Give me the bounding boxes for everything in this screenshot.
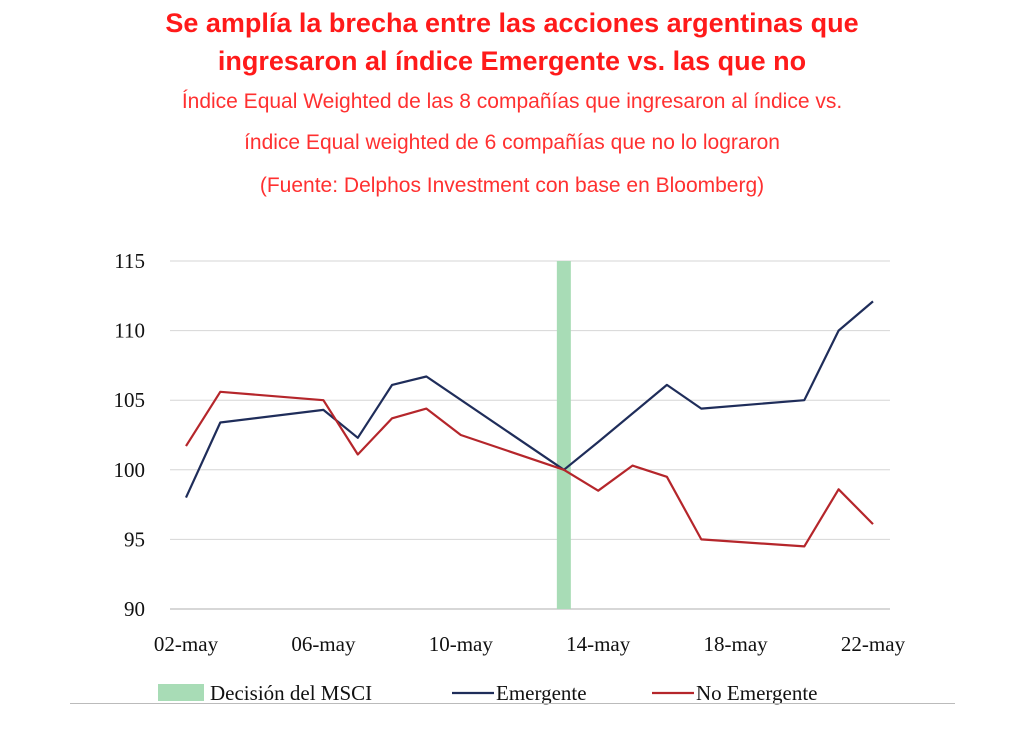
y-tick-label: 100 [114, 458, 146, 482]
x-tick-label: 10-may [429, 632, 494, 656]
legend-label-no-emergente: No Emergente [696, 681, 818, 705]
legend-label-emergente: Emergente [496, 681, 587, 705]
x-tick-label: 02-may [154, 632, 219, 656]
x-tick-label: 18-may [704, 632, 769, 656]
chart-title-line1: Se amplía la brecha entre las acciones a… [165, 8, 859, 38]
y-tick-label: 110 [114, 319, 145, 343]
y-tick-label: 90 [124, 597, 145, 621]
legend-swatch-msci [158, 684, 204, 701]
x-tick-label: 22-may [841, 632, 906, 656]
x-tick-label: 06-may [291, 632, 356, 656]
chart-subtitle-line2: índice Equal weighted de 6 compañías que… [244, 131, 780, 154]
legend-label-msci: Decisión del MSCI [210, 681, 372, 705]
msci-decision-band [556, 261, 571, 609]
x-tick-label: 14-may [566, 632, 631, 656]
y-tick-label: 115 [114, 249, 145, 273]
footer-divider [70, 703, 955, 704]
y-tick-label: 105 [114, 388, 146, 412]
chart-title-line2: ingresaron al índice Emergente vs. las q… [217, 46, 807, 76]
chart-subtitle-line1: Índice Equal Weighted de las 8 compañías… [181, 90, 843, 113]
series-line-no-emergente [185, 390, 874, 548]
chart-source-note: (Fuente: Delphos Investment con base en … [259, 174, 765, 197]
y-tick-label: 95 [124, 527, 145, 551]
